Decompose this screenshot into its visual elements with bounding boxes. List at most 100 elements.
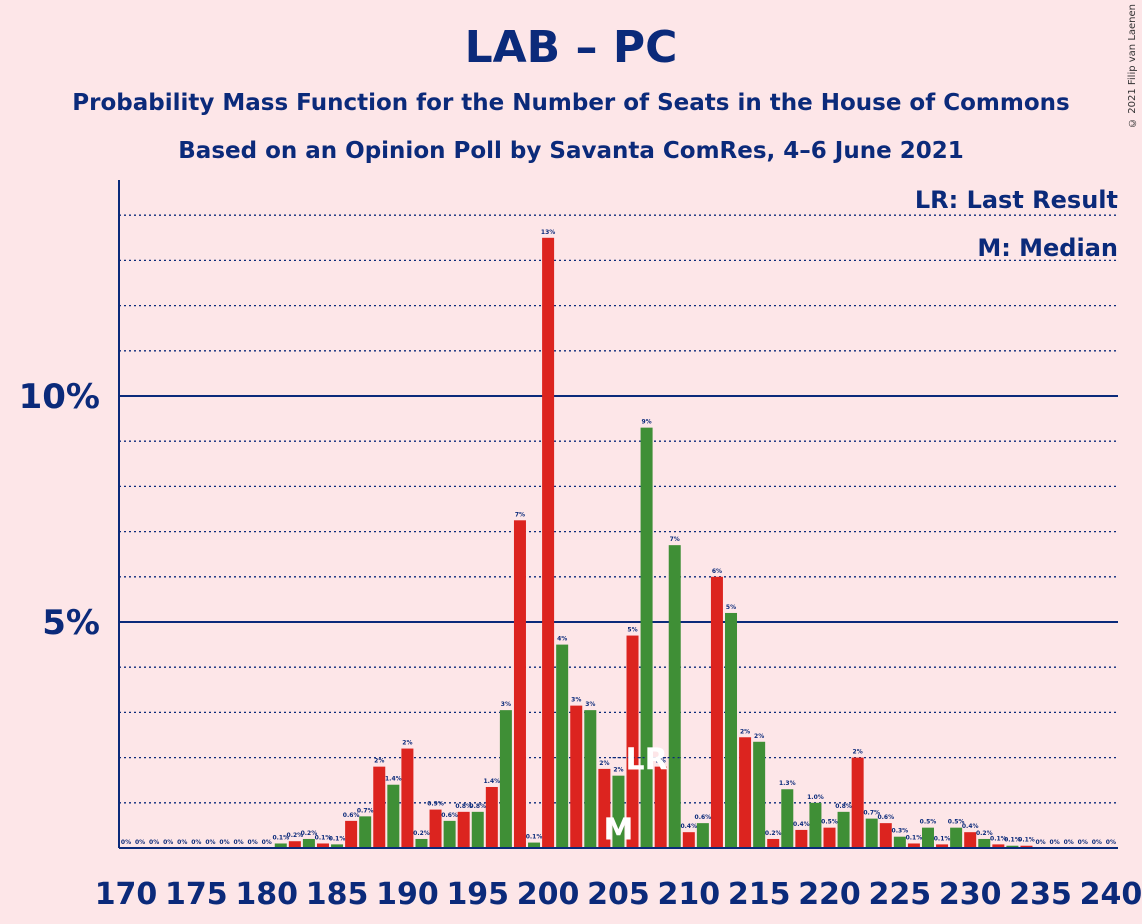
chart-subtitle: Probability Mass Function for the Number… — [72, 90, 1070, 116]
data-label-212: 6% — [712, 568, 722, 575]
bar-183 — [302, 838, 315, 848]
bar-201 — [556, 644, 569, 848]
data-label-186: 0.6% — [343, 812, 360, 819]
data-label-219: 1.0% — [807, 794, 824, 801]
data-label-190: 2% — [402, 740, 412, 747]
bar-204 — [598, 768, 611, 848]
data-label-172: 0% — [149, 839, 159, 846]
x-tick-label: 225 — [869, 877, 932, 912]
data-label-178: 0% — [233, 839, 243, 846]
data-label-193: 0.6% — [441, 812, 458, 819]
legend-last-result: LR: Last Result — [914, 186, 1118, 214]
data-label-209: 7% — [670, 536, 680, 543]
data-label-238: 0% — [1078, 839, 1088, 846]
bar-187 — [359, 816, 372, 848]
data-label-227: 0.5% — [920, 819, 937, 826]
data-label-228: 0.1% — [934, 835, 951, 842]
y-tick-label: 10% — [19, 377, 100, 417]
median-marker: M — [604, 813, 634, 848]
bar-205 — [612, 775, 625, 848]
data-label-180: 0% — [262, 839, 272, 846]
bar-221 — [837, 811, 850, 848]
bar-220 — [823, 827, 836, 848]
data-label-184: 0.1% — [315, 834, 332, 841]
bar-198 — [513, 520, 526, 848]
x-tick-label: 210 — [657, 877, 720, 912]
bar-193 — [443, 820, 456, 848]
data-label-187: 0.7% — [357, 807, 374, 814]
bar-203 — [584, 710, 597, 848]
data-label-176: 0% — [205, 839, 215, 846]
bar-200 — [542, 237, 555, 849]
bar-191 — [415, 838, 428, 848]
data-label-237: 0% — [1064, 839, 1074, 846]
data-label-203: 3% — [585, 701, 595, 708]
x-tick-label: 230 — [939, 877, 1002, 912]
data-label-197: 3% — [501, 701, 511, 708]
bar-223 — [865, 818, 878, 848]
data-label-215: 2% — [754, 733, 764, 740]
data-label-191: 0.2% — [413, 830, 430, 837]
bar-219 — [809, 802, 822, 848]
bar-226 — [907, 843, 920, 848]
data-label-223: 0.7% — [863, 810, 880, 817]
data-label-231: 0.2% — [976, 830, 993, 837]
bar-190 — [401, 748, 414, 848]
data-label-210: 0.4% — [680, 823, 697, 830]
data-label-221: 0.8% — [835, 803, 852, 810]
data-label-211: 0.6% — [695, 814, 712, 821]
data-label-234: 0.1% — [1018, 837, 1035, 844]
data-label-199: 0.1% — [526, 834, 543, 841]
bar-222 — [851, 757, 864, 848]
data-label-198: 7% — [515, 511, 525, 518]
bar-189 — [387, 784, 400, 848]
bar-182 — [288, 841, 301, 848]
data-label-216: 0.2% — [765, 830, 782, 837]
x-tick-label: 175 — [165, 877, 228, 912]
last-result-marker: LR — [625, 743, 667, 778]
bar-194 — [457, 811, 470, 848]
data-label-170: 0% — [121, 839, 131, 846]
bar-192 — [429, 809, 442, 848]
bar-188 — [373, 766, 386, 848]
data-label-235: 0% — [1035, 839, 1045, 846]
data-label-214: 2% — [740, 728, 750, 735]
data-label-205: 2% — [613, 767, 623, 774]
bar-231 — [978, 838, 991, 848]
bar-207 — [640, 427, 653, 848]
legend-median: M: Median — [977, 234, 1118, 262]
bar-206 — [626, 635, 639, 848]
data-label-182: 0.2% — [287, 832, 304, 839]
x-tick-label: 185 — [306, 877, 369, 912]
data-label-174: 0% — [177, 839, 187, 846]
bar-233 — [1006, 845, 1019, 848]
data-label-213: 5% — [726, 604, 736, 611]
bar-232 — [992, 844, 1005, 848]
bar-229 — [950, 827, 963, 848]
data-label-202: 3% — [571, 697, 581, 704]
data-label-229: 0.5% — [948, 819, 965, 826]
data-label-230: 0.4% — [962, 823, 979, 830]
x-tick-label: 235 — [1009, 877, 1072, 912]
data-label-208: 2% — [656, 758, 666, 765]
data-label-185: 0.1% — [329, 835, 346, 842]
bar-234 — [1020, 845, 1033, 848]
bar-197 — [499, 710, 512, 848]
data-label-181: 0.1% — [272, 834, 289, 841]
data-label-171: 0% — [135, 839, 145, 846]
data-label-195: 0.8% — [469, 803, 486, 810]
data-label-192: 0.9% — [427, 801, 444, 808]
data-label-201: 4% — [557, 636, 567, 643]
data-label-173: 0% — [163, 839, 173, 846]
bar-186 — [345, 820, 358, 848]
data-label-189: 1.4% — [385, 776, 402, 783]
bar-230 — [964, 832, 977, 848]
bar-212 — [710, 576, 723, 848]
bar-225 — [893, 836, 906, 848]
chart-source: Based on an Opinion Poll by Savanta ComR… — [178, 138, 964, 164]
bar-184 — [316, 843, 329, 848]
bar-211 — [696, 823, 709, 848]
data-label-224: 0.6% — [877, 814, 894, 821]
x-tick-label: 195 — [446, 877, 509, 912]
data-label-239: 0% — [1092, 839, 1102, 846]
